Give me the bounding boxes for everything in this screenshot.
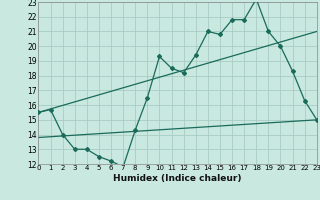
X-axis label: Humidex (Indice chaleur): Humidex (Indice chaleur) (113, 174, 242, 183)
